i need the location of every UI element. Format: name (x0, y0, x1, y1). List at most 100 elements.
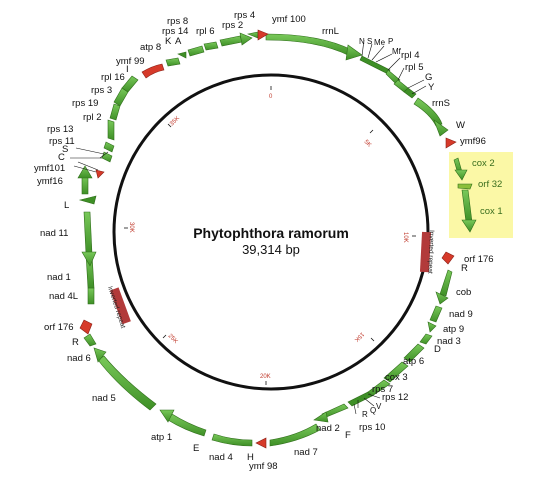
label-rrnS: rrnS (432, 98, 450, 109)
label-rps8: rps 8 (167, 16, 188, 27)
label-nad11: nad 11 (40, 228, 68, 239)
gene-arrow-nad11 (83, 211, 93, 255)
gene-arrow-rps11 (101, 151, 113, 163)
repeat-box-right (419, 231, 432, 273)
label-atp6: atp 6 (403, 356, 424, 367)
label-rps19: rps 19 (72, 98, 98, 109)
label-rps3: rps 3 (91, 85, 112, 96)
label-ymf99: ymf 99 (116, 56, 145, 67)
gene-arrow-nad7 (269, 423, 321, 447)
label-nad2: nad 2 (316, 423, 340, 434)
gene-arrow-ymf16 (81, 175, 89, 195)
label-rps12: rps 12 (382, 392, 408, 403)
label-atp1: atp 1 (151, 432, 172, 443)
gene-arrow-rps2 (219, 35, 243, 47)
tick-label-0: 0 (269, 94, 273, 100)
tick-label-35k: 35K (169, 116, 181, 128)
label-K: K (165, 36, 172, 47)
label-nad7: nad 7 (294, 447, 318, 458)
gene-arrow-G-Y (403, 87, 417, 99)
label-cox2: cox 2 (472, 158, 495, 169)
label-V: V (376, 402, 382, 411)
gene-arrow-rrnS-head (433, 119, 449, 137)
label-R-mid: R (362, 410, 368, 419)
label-Mf: Mf (392, 47, 402, 56)
label-rrnL: rrnL (322, 26, 339, 37)
gene-arrow-rps2-head (239, 32, 253, 46)
gene-arrow-KA (177, 51, 187, 59)
label-S-right: S (367, 37, 372, 46)
label-rps7: rps 7 (372, 384, 393, 395)
leader-lines (70, 39, 427, 415)
label-G: G (425, 72, 432, 83)
gene-arrow-ymf96 (445, 137, 457, 149)
gene-arrow-cox1-head (461, 219, 477, 233)
label-I: I (126, 64, 129, 75)
gene-arrow-rps13 (103, 141, 115, 153)
label-cob: cob (456, 287, 471, 298)
label-nad1: nad 1 (47, 272, 71, 283)
label-Y: Y (428, 82, 435, 93)
label-nad9: nad 9 (449, 309, 473, 320)
gene-arrow-nad3 (419, 333, 433, 345)
genome-size: 39,314 bp (242, 242, 300, 257)
label-D: D (434, 344, 441, 355)
gene-arrow-orf176-left (79, 319, 93, 335)
label-nad3: nad 3 (437, 336, 461, 347)
label-rps11: rps 11 (49, 136, 75, 147)
label-rps14: rps 14 (162, 26, 188, 37)
gene-arrow-nad6 (83, 333, 97, 347)
label-P: P (388, 37, 393, 46)
gene-arrow-atp6 (403, 343, 425, 363)
label-nad5: nad 5 (92, 393, 116, 404)
label-ymf100: ymf 100 (272, 14, 306, 25)
label-atp8: atp 8 (140, 42, 161, 53)
tick-label-20k: 20K (260, 374, 271, 380)
label-ymf96: ymf96 (460, 136, 486, 147)
label-cox1: cox 1 (480, 206, 503, 217)
gene-arrow-nad9 (429, 305, 443, 323)
label-E: E (193, 443, 199, 454)
genome-ring (112, 73, 430, 391)
gene-arrow-rpl2 (107, 119, 115, 141)
gene-arrow-rrnL-head (345, 44, 363, 61)
label-F: F (345, 430, 351, 441)
tick-label-30k: 30K (128, 222, 134, 233)
label-rps4: rps 4 (234, 10, 255, 21)
ring-ticks (124, 86, 416, 385)
label-rpl2: rpl 2 (83, 112, 101, 123)
gene-arrow-nad5-head (93, 347, 107, 363)
label-C: C (58, 152, 65, 163)
label-rpl16: rpl 16 (101, 72, 125, 83)
label-rpl6: rpl 6 (196, 26, 214, 37)
label-S-left: S (62, 144, 68, 155)
gene-arrow-rpl16 (121, 75, 139, 93)
label-W: W (456, 120, 465, 131)
label-R-right: R (461, 263, 468, 274)
label-R-left: R (72, 337, 79, 348)
gene-arrow-nad2-head (313, 411, 329, 423)
gene-arrows (77, 29, 477, 449)
gene-arrow-cob (439, 269, 453, 297)
label-nad6: nad 6 (67, 353, 91, 364)
label-L: L (64, 200, 69, 211)
gene-arrow-rrnL (265, 33, 353, 57)
gene-arrow-ymf101 (95, 169, 105, 179)
gene-arrow-rps19 (109, 103, 121, 121)
repeat-box-left (110, 287, 131, 325)
gene-arrow-nad4L (87, 287, 95, 305)
label-orf176-right: orf 176 (464, 254, 494, 265)
gene-arrow-atp9 (427, 321, 437, 333)
label-rps10: rps 10 (359, 422, 385, 433)
label-ymf16: ymf16 (37, 176, 63, 187)
gene-arrow-cob-head (435, 291, 449, 305)
gene-arrow-cox3 (383, 361, 409, 383)
gene-arrow-atp1-head (159, 409, 175, 423)
gene-arrow-L (78, 195, 97, 205)
gene-arrow-orf32 (457, 183, 473, 190)
gene-arrow-ymf16-head (77, 165, 93, 179)
label-Q: Q (370, 406, 376, 415)
gene-arrow-atp1 (167, 413, 207, 437)
